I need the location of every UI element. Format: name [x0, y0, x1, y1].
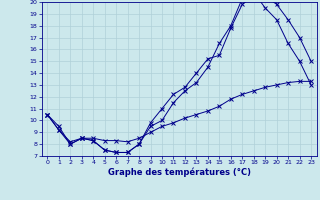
X-axis label: Graphe des températures (°C): Graphe des températures (°C): [108, 168, 251, 177]
